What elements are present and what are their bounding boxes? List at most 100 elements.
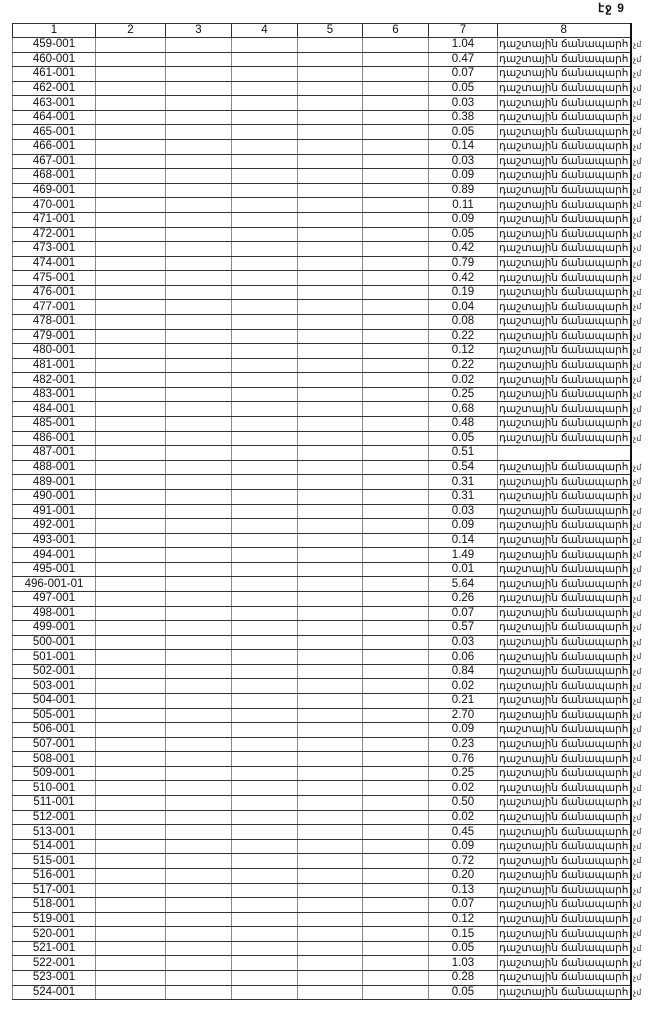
land-type: դաշտային ճանապարհ [497,357,632,374]
cell-col-2 [95,838,166,855]
table-row: 521-001 0.05 դաշտային ճանապարհ [12,940,632,957]
margin-note: չմ [633,550,642,560]
land-type: դաշտային ճանապարհ [497,270,632,286]
cell-col-2 [95,795,166,811]
page-number: էջ 9 [598,1,625,15]
parcel-id: 485-001 [12,416,96,432]
cell-col-2 [95,590,166,607]
cell-col-4 [231,488,298,505]
cell-col-3 [165,751,232,767]
land-type: դաշտային ճանապարհ [497,955,632,971]
margin-note: չմ [633,798,642,808]
margin-note: չմ [633,623,642,633]
cell-col-2 [95,459,166,476]
parcel-area: 0.02 [428,678,498,695]
table-row: 476-001 0.19 դաշտային ճանապարհ [12,284,632,301]
table-row: 483-001 0.25 դաշտային ճանապարհ [12,386,632,403]
parcel-id: 507-001 [12,736,96,753]
cell-col-3 [165,663,232,680]
land-type: դաշտային ճանապարհ [497,693,632,709]
cell-col-6 [362,911,429,928]
table-row: 496-001-01 5.64 դաշտային ճանապարհ [12,576,632,592]
cell-col-2 [95,897,166,913]
parcel-id: 469-001 [12,182,96,199]
cell-col-3 [165,984,232,1001]
margin-note: չմ [633,871,642,881]
cell-col-5 [297,824,363,840]
cell-col-2 [95,372,166,388]
parcel-id: 484-001 [12,401,96,418]
parcel-area: 0.22 [428,357,498,374]
cell-col-5 [297,795,363,811]
land-type: դաշտային ճանապարհ [497,882,632,899]
table-row: 493-001 0.14 դաշտային ճանապարհ [12,532,632,549]
land-type: դաշտային ճանապարհ [497,867,632,884]
cell-col-5 [297,139,363,155]
cell-col-2 [95,211,166,228]
cell-col-6 [362,853,429,869]
cell-col-5 [297,401,363,418]
cell-col-4 [231,824,298,840]
parcel-area: 0.09 [428,838,498,855]
land-type: դաշտային ճանապարհ [497,824,632,840]
table-row: 511-001 0.50 դաշտային ճանապարհ [12,795,632,811]
cell-col-3 [165,241,232,257]
margin-note: չմ [633,710,642,720]
land-type: դաշտային ճանապարհ [497,970,632,986]
cell-col-3 [165,416,232,432]
cell-col-5 [297,503,363,520]
parcel-id: 511-001 [12,795,96,811]
parcel-area: 0.14 [428,532,498,549]
cell-col-6 [362,284,429,301]
cell-col-2 [95,386,166,403]
parcel-id: 461-001 [12,66,96,82]
cell-col-4 [231,401,298,418]
table-row: 489-001 0.31 դաշտային ճանապարհ [12,474,632,490]
land-type: դաշտային ճանապարհ [497,765,632,782]
parcel-area: 0.13 [428,882,498,899]
cell-col-6 [362,241,429,257]
cell-col-5 [297,416,363,432]
cell-col-4 [231,605,298,622]
margin-note: չմ [633,754,642,764]
cell-col-6 [362,897,429,913]
cell-col-4 [231,109,298,126]
cell-col-2 [95,255,166,272]
table-row: 469-001 0.89 դաշտային ճանապարհ [12,182,632,199]
cell-col-6 [362,299,429,315]
cell-col-6 [362,663,429,680]
cell-col-4 [231,765,298,782]
parcel-area: 0.57 [428,620,498,636]
parcel-id: 521-001 [12,940,96,957]
table-row: 506-001 0.09 դաշտային ճանապարհ [12,722,632,738]
margin-note: չմ [633,929,642,939]
cell-col-2 [95,124,166,141]
land-type: դաշտային ճանապարհ [497,313,632,330]
cell-col-6 [362,255,429,272]
cell-col-5 [297,693,363,709]
cell-col-4 [231,590,298,607]
parcel-area: 0.76 [428,751,498,767]
cell-col-4 [231,663,298,680]
land-type: դաշտային ճանապարհ [497,853,632,869]
cell-col-2 [95,649,166,665]
cell-col-6 [362,372,429,388]
parcel-id: 506-001 [12,722,96,738]
parcel-id: 462-001 [12,80,96,97]
cell-col-6 [362,532,429,549]
cell-col-4 [231,182,298,199]
cell-col-4 [231,897,298,913]
margin-note: չմ [633,127,642,137]
land-type: դաշտային ճանապարհ [497,226,632,243]
cell-col-5 [297,168,363,184]
cell-col-2 [95,299,166,315]
land-type: դաշտային ճանապարհ [497,182,632,199]
cell-col-4 [231,867,298,884]
cell-col-5 [297,751,363,767]
table-row: 475-001 0.42 դաշտային ճանապարհ [12,270,632,286]
cell-col-4 [231,95,298,111]
cell-col-2 [95,518,166,534]
cell-col-5 [297,430,363,447]
header-col-3: 3 [165,23,232,38]
table-row: 468-001 0.09 դաշտային ճանապարհ [12,168,632,184]
